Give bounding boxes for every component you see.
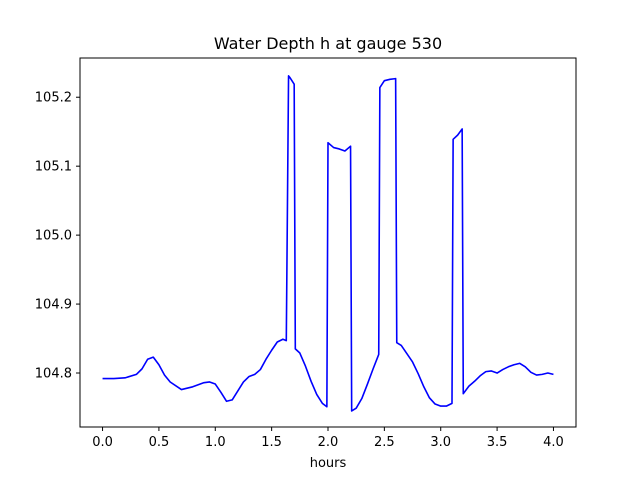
x-axis: 0.0 0.5 1.0 1.5 2.0 2.5 3.0 3.5 4.0 bbox=[92, 427, 564, 450]
x-axis-label: hours bbox=[310, 456, 347, 471]
x-tick-label: 2.0 bbox=[318, 435, 339, 450]
y-axis: 104.8 104.9 105.0 105.1 105.2 bbox=[35, 91, 80, 382]
series-line-0 bbox=[102, 75, 554, 412]
y-tick-label: 104.8 bbox=[35, 367, 72, 382]
y-tick-label: 104.9 bbox=[35, 298, 72, 313]
x-tick-label: 2.5 bbox=[374, 435, 395, 450]
x-tick-label: 1.5 bbox=[261, 435, 282, 450]
x-tick-label: 0.5 bbox=[149, 435, 170, 450]
x-tick-label: 1.0 bbox=[205, 435, 226, 450]
x-tick-label: 4.0 bbox=[543, 435, 564, 450]
y-tick-label: 105.1 bbox=[35, 160, 72, 175]
x-tick-label: 0.0 bbox=[92, 435, 113, 450]
x-tick-label: 3.0 bbox=[430, 435, 451, 450]
chart-title: Water Depth h at gauge 530 bbox=[214, 34, 442, 53]
y-tick-label: 105.0 bbox=[35, 229, 72, 244]
series-layer bbox=[102, 75, 554, 412]
x-tick-label: 3.5 bbox=[487, 435, 508, 450]
y-tick-label: 105.2 bbox=[35, 91, 72, 106]
